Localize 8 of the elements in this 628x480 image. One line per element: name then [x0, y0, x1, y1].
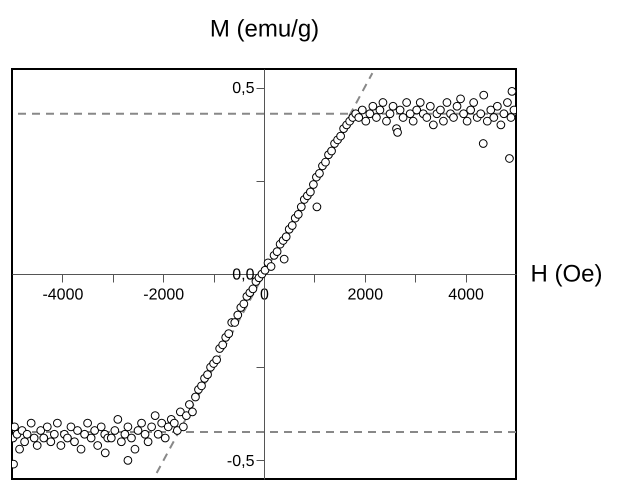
y-tick-label: -0,5: [226, 452, 255, 470]
y-tick-label: 0,5: [232, 80, 255, 98]
x-tick-label: 2000: [348, 286, 384, 304]
x-axis-title: H (Oe): [530, 260, 602, 288]
x-tick-label: -4000: [42, 286, 84, 304]
y-axis-title: M (emu/g): [210, 16, 320, 42]
x-tick-label: -2000: [143, 286, 184, 304]
x-tick-label: 4000: [448, 286, 484, 304]
